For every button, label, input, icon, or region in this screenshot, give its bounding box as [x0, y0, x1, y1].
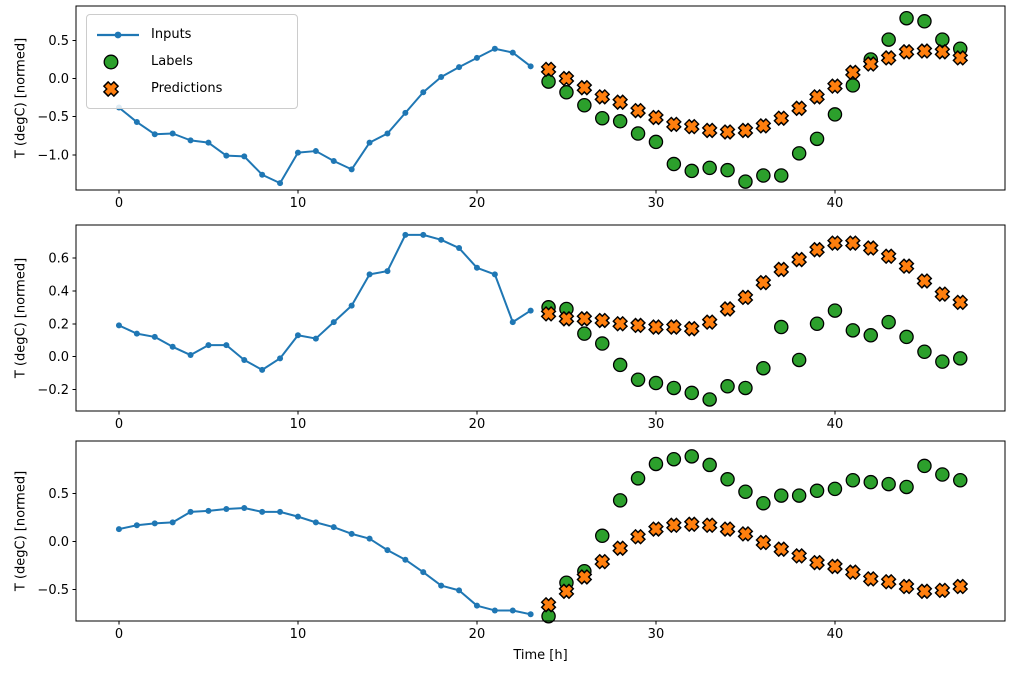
y-axis-label-subplot-1: T (degC) [normed]	[13, 37, 29, 159]
y-ticks: 0.5 0.0 −0.5	[37, 487, 76, 598]
legend-item-inputs: Inputs	[95, 21, 287, 48]
x-tick-label: 20	[469, 417, 486, 432]
y-tick-label: −0.5	[37, 583, 69, 598]
y-tick-label: 0.5	[48, 34, 69, 49]
x-tick-label: 10	[290, 417, 307, 432]
legend-item-predictions: Predictions	[95, 75, 287, 102]
labels-series	[541, 449, 968, 624]
y-tick-label: 0.0	[48, 72, 69, 87]
x-tick-label: 30	[648, 417, 665, 432]
x-tick-label: 40	[827, 196, 844, 211]
y-ticks: 0.6 0.4 0.2 0.0 −0.2	[37, 251, 76, 398]
x-tick-label: 40	[827, 417, 844, 432]
predictions-x-icon	[95, 80, 141, 98]
x-tick-label: 20	[469, 196, 486, 211]
x-axis-label: Time [h]	[513, 648, 568, 663]
inputs-series	[115, 231, 534, 373]
legend-label: Inputs	[151, 27, 192, 42]
axes-frame	[75, 5, 1006, 191]
x-tick-label: 10	[290, 196, 307, 211]
subplot-1: 0 10 20 30 40 0.5 0.0 −0.5 −1.0	[37, 5, 1006, 211]
axes-frame	[75, 224, 1006, 412]
predictions-series	[540, 235, 969, 337]
inputs-series	[115, 505, 534, 618]
legend-label: Labels	[151, 54, 193, 69]
y-tick-label: −1.0	[37, 148, 69, 163]
y-tick-label: 0.6	[48, 251, 69, 266]
y-tick-label: 0.4	[48, 284, 69, 299]
legend: Inputs Labels Predi	[86, 14, 298, 109]
inputs-line-dot-icon	[95, 27, 141, 43]
y-tick-label: 0.0	[48, 350, 69, 365]
labels-series	[541, 300, 968, 407]
subplot-2: 0 10 20 30 40 0.6 0.4 0.2 0.0 −0.2	[37, 224, 1006, 432]
legend-item-labels: Labels	[95, 48, 287, 75]
y-tick-label: −0.2	[37, 383, 69, 398]
x-tick-label: 10	[290, 627, 307, 642]
x-tick-label: 40	[827, 627, 844, 642]
y-tick-label: 0.5	[48, 487, 69, 502]
x-tick-label: 20	[469, 627, 486, 642]
predictions-series	[540, 516, 969, 613]
y-tick-label: 0.2	[48, 317, 69, 332]
x-ticks: 0 10 20 30 40	[115, 411, 843, 432]
x-ticks: 0 10 20 30 40	[115, 621, 843, 642]
predictions-series	[540, 43, 969, 140]
y-ticks: 0.5 0.0 −0.5 −1.0	[37, 34, 76, 163]
labels-circle-icon	[95, 53, 141, 71]
y-axis-label-subplot-2: T (degC) [normed]	[13, 257, 29, 379]
x-tick-label: 30	[648, 196, 665, 211]
legend-label: Predictions	[151, 81, 223, 96]
x-tick-label: 30	[648, 627, 665, 642]
subplot-3: 0 10 20 30 40 0.5 0.0 −0.5	[37, 440, 1006, 642]
y-tick-label: 0.0	[48, 535, 69, 550]
y-axis-label-subplot-3: T (degC) [normed]	[13, 470, 29, 592]
x-tick-label: 0	[115, 196, 123, 211]
x-tick-label: 0	[115, 627, 123, 642]
y-tick-label: −0.5	[37, 110, 69, 125]
x-tick-label: 0	[115, 417, 123, 432]
axes-frame	[75, 440, 1006, 622]
x-ticks: 0 10 20 30 40	[115, 190, 843, 211]
